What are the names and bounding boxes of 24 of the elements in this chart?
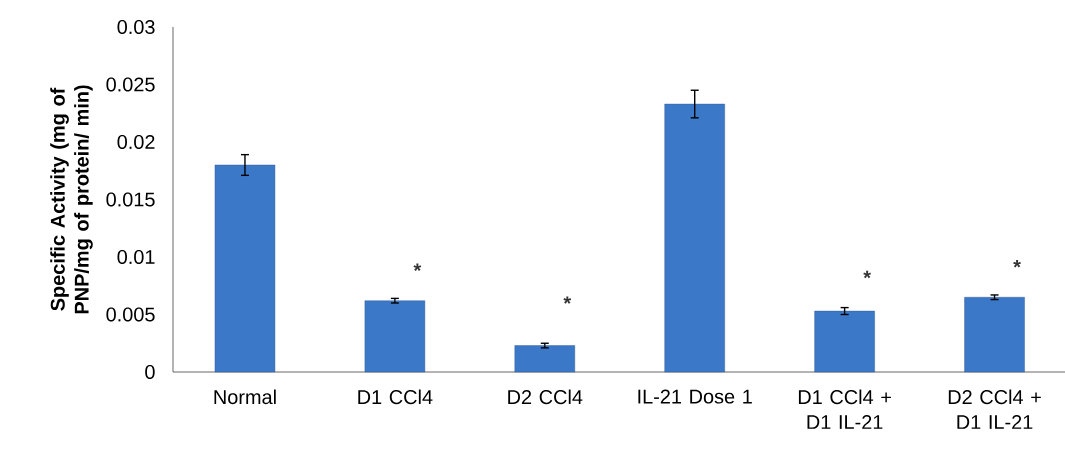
x-tick-label: D1 CCl4 + D1 IL-21: [798, 389, 891, 429]
y-tick-label: 0.01: [117, 249, 155, 265]
annotation: *: [413, 263, 422, 271]
bar: [364, 300, 426, 373]
x-tick-label: D2 CCl4 + D1 IL-21: [948, 389, 1041, 429]
annotation: *: [563, 296, 572, 304]
y-tick-label: 0.025: [106, 77, 155, 92]
annotation: *: [863, 270, 871, 279]
y-tick-label: 0.015: [106, 192, 155, 207]
bar: [664, 103, 725, 373]
x-tick-label: Normal: [214, 389, 276, 405]
y-tick-label: 0.03: [117, 19, 155, 35]
bar: [964, 297, 1025, 373]
bar: [814, 310, 875, 373]
x-tick-label: D2 CCl4: [508, 389, 583, 405]
x-tick-label: IL-21 Dose 1: [638, 389, 752, 404]
y-tick-label: 0: [145, 364, 155, 380]
bar: [214, 164, 276, 373]
bar: [514, 345, 575, 373]
y-axis-title: Specific Activity (mg of PNP/mg of protein/ min): [50, 85, 93, 314]
y-tick-label: 0.02: [117, 134, 155, 150]
x-tick-label: D1 CCl4: [358, 389, 433, 405]
annotation: *: [1013, 260, 1021, 268]
y-tick-label: 0.005: [106, 307, 155, 322]
